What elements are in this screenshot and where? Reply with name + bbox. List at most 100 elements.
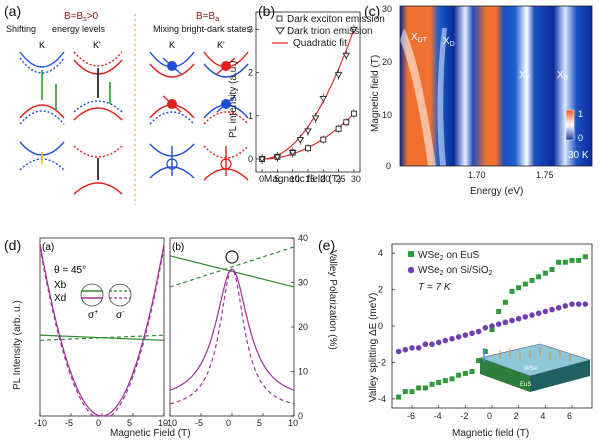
e-xtick-label: 4 xyxy=(540,411,545,421)
inset-side-left xyxy=(480,358,530,392)
d-b-purple-curve xyxy=(169,268,295,405)
eus-point xyxy=(556,259,562,265)
panel-b-marks xyxy=(258,24,358,165)
b-xtick-label: 15 xyxy=(305,174,315,184)
e-xtick-label: 0 xyxy=(487,411,492,421)
dark-trion-point xyxy=(311,115,320,122)
legend-dark-exciton: Dark exciton emission xyxy=(287,14,385,25)
sio2-point xyxy=(462,332,469,338)
eus-point xyxy=(429,381,435,387)
d-a-xtick-label: 5 xyxy=(127,418,132,428)
inset-eus: EuS xyxy=(520,382,531,388)
d-b-xtick-label: 5 xyxy=(257,418,262,428)
spin-dots xyxy=(162,57,236,176)
dark-exciton-point xyxy=(305,145,311,152)
eus-point xyxy=(569,257,575,263)
eus-point xyxy=(522,281,528,287)
legend-eus: WSe2 on EuS xyxy=(418,250,479,262)
c-xtick-170: 1.70 xyxy=(468,170,486,180)
heatmap-d-branch xyxy=(437,28,447,166)
e-xtick-label: 2 xyxy=(514,411,519,421)
panel-d-xlabel: Magnetic Field (T) xyxy=(110,428,191,439)
panel-e-legend: WSe2 on EuS WSe2 on Si/SiO2 T = 7 K xyxy=(407,250,493,293)
xd-label: Xd xyxy=(54,293,66,304)
c-ytick-0: 0 xyxy=(386,161,391,171)
xb-label: Xb xyxy=(54,280,67,291)
d-b-ytick-label: 0 xyxy=(298,411,303,421)
e-xtick-label: -2 xyxy=(460,411,468,421)
e-xtick-label: 6 xyxy=(567,411,572,421)
sio2-point xyxy=(529,312,535,318)
theta-label: θ = 45° xyxy=(54,265,86,276)
eus-point xyxy=(422,385,428,391)
panel-b-letter: (b) xyxy=(258,3,275,19)
dark-trion-point xyxy=(319,96,328,103)
b-xtick-label: 0 xyxy=(259,174,264,184)
dark-trion-point xyxy=(334,72,343,79)
b-xtick-label: 5 xyxy=(274,174,279,184)
sio2-point xyxy=(575,301,582,307)
sio2-point xyxy=(555,304,562,311)
dark-exciton-point xyxy=(343,119,350,126)
label-xdt: XDT xyxy=(411,32,428,44)
device-inset: WSe EuS xyxy=(478,343,592,392)
panel-a-caption-energy: energy levels xyxy=(52,24,106,34)
b-xtick-label: 20 xyxy=(320,174,330,184)
sio2-point xyxy=(402,346,409,353)
d-b-xtick-label: 0 xyxy=(226,418,231,428)
c-ytick-10: 10 xyxy=(382,110,392,120)
c-xtick-175: 1.75 xyxy=(536,170,554,180)
transition-arrows xyxy=(41,68,111,180)
valley-k-left: K xyxy=(39,40,45,50)
sio2-point xyxy=(449,335,455,342)
panel-b-ylabel: PL intensity (a.u.) xyxy=(228,61,239,138)
panel-a-right-caption: Mixing bright-dark states xyxy=(153,24,252,34)
d-a-xtick-label: 0 xyxy=(96,418,101,428)
panel-b-xlabel: Magnetic field (T) xyxy=(264,174,341,185)
eus-point xyxy=(496,308,502,314)
shifting-bands xyxy=(19,51,123,195)
eus-point xyxy=(456,372,462,378)
e-ytick-label: -4 xyxy=(378,394,386,404)
dark-trion-point xyxy=(304,128,312,135)
dark-trion-point xyxy=(296,137,305,144)
d-a-xtick-label: -5 xyxy=(65,418,73,428)
panel-e-temp: T = 7 K xyxy=(418,282,452,293)
inset-side-right xyxy=(530,360,590,392)
sub-a-label: (a) xyxy=(42,242,54,253)
d-a-xd-curve xyxy=(39,247,165,417)
sio2-point xyxy=(562,303,569,309)
dark-trion-point xyxy=(288,150,297,157)
sub-b-label: (b) xyxy=(172,242,184,253)
valley-kp-right: K' xyxy=(217,40,225,50)
label-xt: XT xyxy=(519,70,531,82)
legend-sio2: WSe2 on Si/SiO2 xyxy=(418,265,493,277)
d-b-xtick-label: 10 xyxy=(288,418,298,428)
c-ytick-20: 20 xyxy=(382,57,392,67)
eus-point xyxy=(502,299,508,305)
panel-d: (d) (a) (b) θ = 45° Xb Xd σ+ σ- -10 -5 0 5 1… xyxy=(4,233,338,439)
valley-k-right: K xyxy=(169,40,175,50)
b-xtick-label: 30 xyxy=(351,174,361,184)
d-b-ytick-label: 40 xyxy=(298,233,308,243)
legend-dark-trion: Dark trion emission xyxy=(287,26,373,37)
eus-point xyxy=(416,385,422,391)
panel-c-ticks: 0 10 20 30 1.70 1.75 xyxy=(382,4,554,180)
panel-e-marks xyxy=(395,254,589,400)
legend-triangle-marker xyxy=(275,27,285,35)
d-b-ytick-label: 10 xyxy=(298,367,308,377)
d-b-ytick-label: 30 xyxy=(298,278,308,288)
eus-point xyxy=(536,274,542,280)
panel-a-caption-shifting: Shifting xyxy=(6,24,36,34)
panel-c-letter: (c) xyxy=(364,3,380,19)
eus-point xyxy=(582,254,588,260)
valley-kp-left: K' xyxy=(93,40,101,50)
eus-point xyxy=(482,349,488,355)
dark-trion-point xyxy=(273,154,282,161)
b-ytick-label: 1 xyxy=(248,111,253,121)
dark-exciton-point xyxy=(335,125,342,132)
sio2-point xyxy=(489,323,495,329)
sio2-point xyxy=(549,306,555,313)
